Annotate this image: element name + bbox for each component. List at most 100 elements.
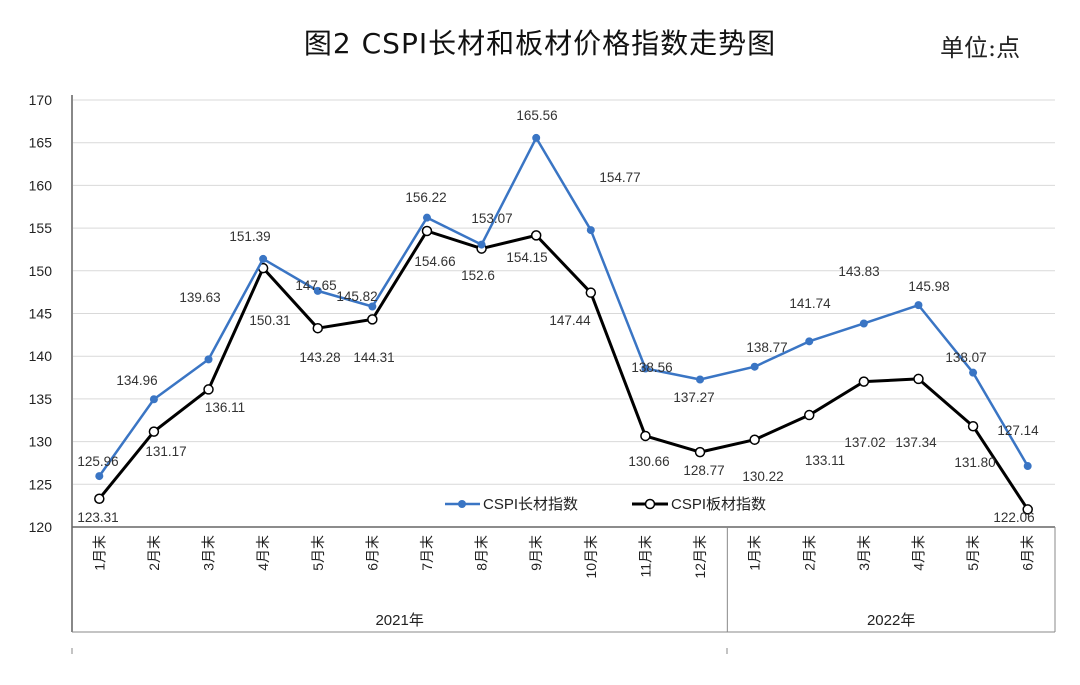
legend-label-long: CSPI长材指数 xyxy=(483,496,578,513)
data-label-plate: 152.6 xyxy=(461,268,495,283)
x-tick-label: 11月末 xyxy=(637,535,653,578)
x-tick-label: 3月末 xyxy=(201,535,217,571)
data-point-long xyxy=(204,355,213,364)
data-point-plate xyxy=(312,322,323,334)
data-label-plate: 131.80 xyxy=(954,455,995,470)
data-point-plate xyxy=(421,225,433,237)
y-tick-label: 125 xyxy=(29,476,53,492)
x-tick-label: 5月末 xyxy=(965,535,981,571)
year-label: 2022年 xyxy=(867,612,915,629)
series-line-plate xyxy=(98,229,1029,511)
data-point-plate xyxy=(858,376,870,387)
data-label-plate: 154.66 xyxy=(414,254,455,269)
data-label-long: 153.07 xyxy=(471,211,512,226)
y-tick-label: 120 xyxy=(29,519,53,535)
data-point-plate xyxy=(804,409,815,421)
data-label-plate: 136.11 xyxy=(205,400,245,415)
x-tick-label: 5月末 xyxy=(310,535,326,571)
data-point-plate xyxy=(148,426,160,437)
legend-label-plate: CSPI板材指数 xyxy=(671,495,766,513)
data-label-plate: 150.31 xyxy=(249,313,290,328)
data-label-plate: 137.02 xyxy=(844,435,885,450)
x-tick-label: 2月末 xyxy=(146,535,162,571)
data-label-plate: 144.31 xyxy=(353,350,394,365)
data-point-plate xyxy=(967,420,979,432)
data-point-plate xyxy=(203,384,214,395)
y-tick-label: 140 xyxy=(29,348,53,364)
data-label-long: 147.65 xyxy=(295,278,336,293)
data-label-plate: 137.34 xyxy=(895,435,937,450)
data-point-long xyxy=(859,319,868,328)
data-point-long xyxy=(368,302,377,311)
y-tick-label: 145 xyxy=(29,306,53,322)
data-point-long xyxy=(969,368,978,377)
data-point-long xyxy=(313,286,322,295)
data-point-plate xyxy=(749,434,760,445)
data-label-plate: 147.44 xyxy=(549,313,591,328)
x-tick-label: 6月末 xyxy=(364,535,380,571)
unit-label: 单位:点 xyxy=(940,34,1021,62)
data-label-plate: 131.17 xyxy=(145,444,186,459)
data-point-long xyxy=(532,133,541,142)
data-point-plate xyxy=(367,314,378,325)
data-point-long xyxy=(805,337,814,346)
data-point-long xyxy=(149,395,158,404)
data-label-plate: 130.22 xyxy=(742,469,783,484)
chart-title: 图2 CSPI长材和板材价格指数走势图 xyxy=(303,27,777,60)
data-point-long xyxy=(95,472,104,481)
data-label-long: 127.14 xyxy=(997,423,1039,438)
y-tick-label: 150 xyxy=(29,263,53,279)
data-label-plate: 123.31 xyxy=(77,510,118,525)
year-label: 2021年 xyxy=(375,612,423,629)
data-label-long: 141.74 xyxy=(789,296,831,311)
data-point-plate xyxy=(1022,504,1033,515)
data-label-long: 165.56 xyxy=(516,108,557,123)
legend-marker-plate xyxy=(644,498,656,510)
x-tick-label: 4月末 xyxy=(910,535,926,571)
data-point-long xyxy=(750,362,759,371)
data-label-long: 137.27 xyxy=(673,390,714,405)
data-point-plate xyxy=(694,446,706,458)
data-point-plate xyxy=(530,230,542,241)
y-tick-label: 165 xyxy=(29,135,53,151)
x-tick-label: 1月末 xyxy=(747,535,763,571)
x-tick-label: 6月末 xyxy=(1020,535,1036,571)
series-line-long xyxy=(98,136,1029,477)
x-tick-label: 9月末 xyxy=(528,535,544,571)
data-label-long: 154.77 xyxy=(599,170,640,185)
data-label-long: 139.63 xyxy=(179,290,220,305)
y-tick-label: 155 xyxy=(29,220,53,236)
data-point-plate xyxy=(913,373,924,385)
data-label-long: 134.96 xyxy=(116,373,157,388)
data-label-long: 145.98 xyxy=(908,279,949,294)
x-tick-label: 7月末 xyxy=(419,535,435,571)
data-label-plate: 122.06 xyxy=(993,510,1034,525)
data-point-long xyxy=(477,240,486,249)
data-point-long xyxy=(914,301,923,310)
x-tick-label: 4月末 xyxy=(255,535,271,571)
x-tick-label: 12月末 xyxy=(692,535,708,579)
legend-marker-long xyxy=(458,500,466,508)
data-point-long xyxy=(586,226,595,235)
data-label-plate: 133.11 xyxy=(805,453,845,468)
data-point-plate xyxy=(585,287,597,298)
y-tick-label: 160 xyxy=(29,177,53,193)
y-tick-label: 170 xyxy=(29,92,53,108)
data-label-plate: 128.77 xyxy=(683,463,724,478)
data-point-long xyxy=(259,254,268,263)
data-label-plate: 130.66 xyxy=(628,454,669,469)
data-label-long: 156.22 xyxy=(405,190,446,205)
data-label-long: 138.07 xyxy=(945,350,986,365)
data-label-plate: 154.15 xyxy=(506,250,547,265)
y-tick-label: 135 xyxy=(29,391,53,407)
data-point-plate xyxy=(640,430,651,442)
data-label-long: 125.96 xyxy=(77,454,118,469)
data-label-long: 138.77 xyxy=(746,340,787,355)
data-label-plate: 143.28 xyxy=(299,350,340,365)
data-point-long xyxy=(1023,462,1032,471)
y-tick-label: 130 xyxy=(29,434,53,450)
data-label-long: 138.56 xyxy=(631,360,672,375)
x-tick-label: 10月末 xyxy=(583,535,599,579)
data-label-long: 151.39 xyxy=(229,229,270,244)
